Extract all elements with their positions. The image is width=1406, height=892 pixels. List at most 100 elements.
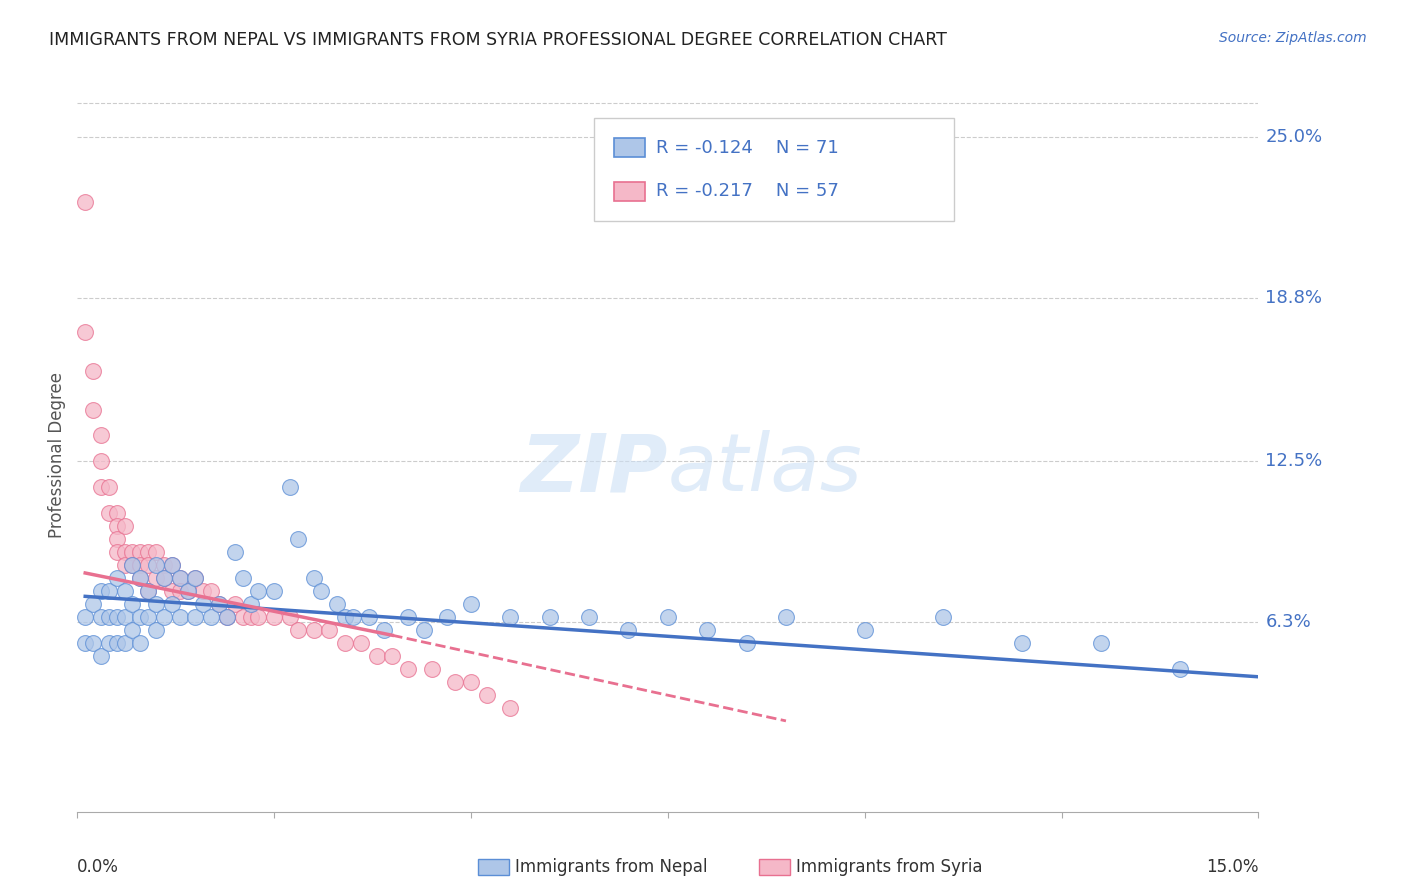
Point xyxy=(121,558,143,573)
Point xyxy=(129,545,152,559)
Point xyxy=(696,623,718,637)
Point xyxy=(499,610,522,624)
Point xyxy=(200,584,222,599)
Point xyxy=(184,571,207,585)
Point xyxy=(215,610,238,624)
Point xyxy=(278,480,301,494)
Text: 15.0%: 15.0% xyxy=(1206,858,1258,877)
Point xyxy=(311,584,333,599)
Point xyxy=(287,623,309,637)
Point xyxy=(129,571,152,585)
Point xyxy=(232,571,254,585)
Point xyxy=(184,571,207,585)
Point xyxy=(114,519,136,533)
Point xyxy=(396,610,419,624)
Point xyxy=(105,533,128,547)
Point xyxy=(775,610,797,624)
Point xyxy=(105,571,128,585)
Point xyxy=(153,558,176,573)
Point xyxy=(145,571,167,585)
Point xyxy=(239,610,262,624)
Point xyxy=(129,610,152,624)
Point xyxy=(90,428,112,442)
Point xyxy=(160,558,183,573)
Text: 25.0%: 25.0% xyxy=(1265,128,1323,146)
Point xyxy=(326,597,349,611)
Point xyxy=(114,545,136,559)
Point xyxy=(460,597,482,611)
Point xyxy=(153,571,176,585)
Point xyxy=(1168,662,1191,676)
Point xyxy=(357,610,380,624)
Point xyxy=(75,194,97,209)
Point xyxy=(121,558,143,573)
Point xyxy=(169,571,191,585)
Point xyxy=(1011,636,1033,650)
Point xyxy=(82,402,104,417)
Point xyxy=(232,610,254,624)
Point xyxy=(278,610,301,624)
Point xyxy=(350,636,373,650)
Point xyxy=(444,675,467,690)
Text: Immigrants from Syria: Immigrants from Syria xyxy=(796,858,983,876)
Text: IMMIGRANTS FROM NEPAL VS IMMIGRANTS FROM SYRIA PROFESSIONAL DEGREE CORRELATION C: IMMIGRANTS FROM NEPAL VS IMMIGRANTS FROM… xyxy=(49,31,948,49)
Point xyxy=(853,623,876,637)
Point xyxy=(208,597,231,611)
Point xyxy=(145,623,167,637)
Point xyxy=(90,480,112,494)
Point xyxy=(396,662,419,676)
Point xyxy=(136,584,159,599)
Point xyxy=(160,597,183,611)
Point xyxy=(373,623,395,637)
Point xyxy=(105,636,128,650)
Point xyxy=(90,610,112,624)
Text: 12.5%: 12.5% xyxy=(1265,452,1323,470)
Text: Immigrants from Nepal: Immigrants from Nepal xyxy=(515,858,707,876)
Point xyxy=(617,623,640,637)
Point xyxy=(366,648,388,663)
Point xyxy=(82,636,104,650)
Point xyxy=(145,545,167,559)
Point xyxy=(333,636,356,650)
Point xyxy=(224,597,246,611)
Point xyxy=(224,545,246,559)
Point xyxy=(90,648,112,663)
Point xyxy=(499,701,522,715)
Point xyxy=(436,610,458,624)
Text: 0.0%: 0.0% xyxy=(77,858,120,877)
Point xyxy=(97,506,120,520)
Point xyxy=(176,584,198,599)
Point xyxy=(160,558,183,573)
Point xyxy=(657,610,679,624)
Point xyxy=(97,636,120,650)
Point xyxy=(105,519,128,533)
Point xyxy=(247,610,270,624)
Point xyxy=(75,610,97,624)
Point xyxy=(169,584,191,599)
Point xyxy=(342,610,364,624)
Point xyxy=(145,558,167,573)
Text: Source: ZipAtlas.com: Source: ZipAtlas.com xyxy=(1219,31,1367,45)
Point xyxy=(263,584,285,599)
Point xyxy=(239,597,262,611)
Point xyxy=(176,584,198,599)
Point xyxy=(114,558,136,573)
Text: 6.3%: 6.3% xyxy=(1265,614,1312,632)
Point xyxy=(215,610,238,624)
Point xyxy=(208,597,231,611)
Point xyxy=(82,597,104,611)
Point xyxy=(153,571,176,585)
Point xyxy=(136,584,159,599)
Point xyxy=(160,584,183,599)
Point xyxy=(136,545,159,559)
Point xyxy=(932,610,955,624)
Text: atlas: atlas xyxy=(668,430,863,508)
Point xyxy=(1090,636,1112,650)
Point xyxy=(193,584,215,599)
Point xyxy=(97,480,120,494)
Point xyxy=(318,623,340,637)
Point xyxy=(129,558,152,573)
Point xyxy=(97,610,120,624)
Point xyxy=(121,623,143,637)
Point xyxy=(114,584,136,599)
